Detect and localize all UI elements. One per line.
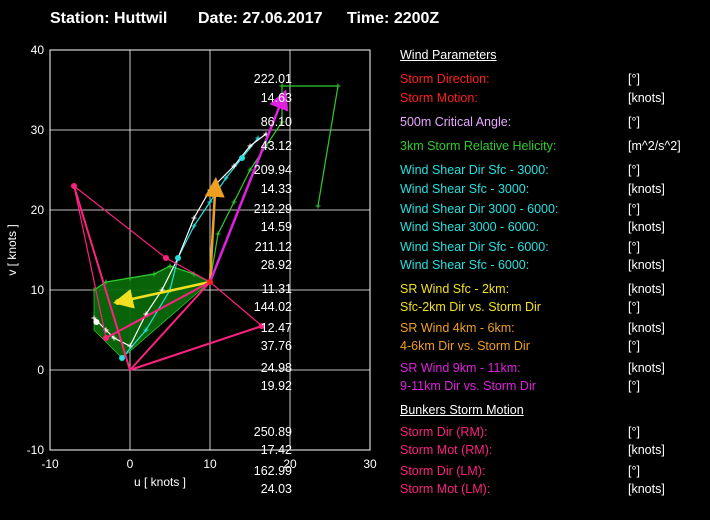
- param-unit: [°]: [628, 339, 640, 353]
- param-unit: [knots]: [628, 220, 665, 234]
- param-value: 37.76: [260, 339, 292, 353]
- param-value: 222.01: [253, 72, 292, 86]
- param-label: 4-6km Dir vs. Storm Dir: [400, 339, 530, 353]
- param-unit: [°]: [628, 240, 640, 254]
- param-value: 17.42: [260, 443, 292, 457]
- marker-yellow-end: [115, 299, 121, 305]
- param-label: SR Wind 4km - 6km:: [400, 321, 515, 335]
- param-unit: [°]: [628, 425, 640, 439]
- param-value: 14.63: [260, 91, 292, 105]
- station-title: Station: Huttwil: [50, 10, 168, 27]
- param-label: Wind Shear Sfc - 3000:: [400, 182, 530, 196]
- param-value: 162.99: [253, 464, 292, 478]
- param-value: 250.89: [253, 425, 292, 439]
- bunkers-spoke: [73, 185, 131, 371]
- param-label: SR Wind Sfc - 2km:: [400, 282, 510, 296]
- param-unit: [knots]: [628, 182, 665, 196]
- x-tick-label: 30: [363, 457, 377, 471]
- param-unit: [knots]: [628, 321, 665, 335]
- y-tick-label: 30: [31, 123, 45, 137]
- param-label: Wind Shear Sfc - 6000:: [400, 258, 530, 272]
- param-label: 500m Critical Angle:: [400, 115, 512, 129]
- x-tick-label: 10: [203, 457, 217, 471]
- param-unit: [knots]: [628, 482, 665, 496]
- y-tick-label: 10: [31, 283, 45, 297]
- marker-orange-end: [212, 183, 219, 189]
- marker-cyan-mid: [175, 255, 181, 261]
- y-tick-label: 0: [37, 363, 44, 377]
- bunkers-spoke: [129, 325, 263, 371]
- param-label: Wind Shear Dir Sfc - 3000:: [400, 163, 549, 177]
- param-unit: [°]: [628, 72, 640, 86]
- param-value: 86.10: [260, 115, 292, 129]
- param-label: Storm Dir (RM):: [400, 425, 488, 439]
- marker-red-end: [207, 279, 213, 285]
- series-yellow-vector: [113, 280, 211, 309]
- param-value: 43.12: [260, 139, 292, 153]
- bunkers-spoke: [105, 281, 211, 339]
- param-unit: [°]: [628, 115, 640, 129]
- param-label: 9-11km Dir vs. Storm Dir: [400, 379, 536, 393]
- marker-cyan-start: [119, 355, 125, 361]
- param-label: Storm Mot (LM):: [400, 482, 491, 496]
- param-unit: [knots]: [628, 443, 665, 457]
- param-label: Storm Mot (RM):: [400, 443, 493, 457]
- param-unit: [°]: [628, 300, 640, 314]
- marker-mean: [163, 255, 169, 261]
- x-tick-label: 20: [283, 457, 297, 471]
- param-unit: [°]: [628, 163, 640, 177]
- x-tick-label: 0: [127, 457, 134, 471]
- param-unit: [°]: [628, 202, 640, 216]
- bunkers-spoke: [129, 281, 211, 371]
- series-magenta-vector: [208, 89, 289, 283]
- param-label: SR Wind 9km - 11km:: [400, 361, 521, 375]
- param-label: Wind Shear Dir Sfc - 6000:: [400, 240, 549, 254]
- bunkers-title: Bunkers Storm Motion: [400, 403, 524, 417]
- param-unit: [knots]: [628, 258, 665, 272]
- param-value: 24.03: [260, 482, 292, 496]
- param-label: Storm Dir (LM):: [400, 464, 486, 478]
- param-label: Sfc-2km Dir vs. Storm Dir: [400, 300, 541, 314]
- param-value: 211.12: [254, 240, 292, 254]
- series-orange-vector: [204, 177, 225, 283]
- param-label: Wind Shear 3000 - 6000:: [400, 220, 539, 234]
- time-title: Time: 2200Z: [347, 10, 440, 27]
- param-label: Storm Direction:: [400, 72, 490, 86]
- param-value: 14.33: [260, 182, 292, 196]
- param-unit: [°]: [628, 379, 640, 393]
- y-axis-label: v [ knots ]: [5, 224, 19, 275]
- y-tick-label: -10: [27, 443, 45, 457]
- param-value: 11.31: [261, 282, 292, 296]
- wind-parameters-title: Wind Parameters: [400, 48, 497, 62]
- header: Station: Huttwil Date: 27.06.2017 Time: …: [0, 10, 710, 36]
- param-label: Storm Motion:: [400, 91, 478, 105]
- param-value: 19.92: [260, 379, 292, 393]
- param-value: 12.47: [260, 321, 292, 335]
- param-value: 144.02: [253, 300, 292, 314]
- param-unit: [knots]: [628, 282, 665, 296]
- series-white-hodograph: [93, 133, 267, 347]
- param-label: 3km Storm Relative Helicity:: [400, 139, 557, 153]
- param-unit: [knots]: [628, 361, 665, 375]
- marker-sfc: [103, 335, 109, 341]
- param-label: Wind Shear Dir 3000 - 6000:: [400, 202, 559, 216]
- param-value: 209.94: [253, 163, 292, 177]
- x-axis-label: u [ knots ]: [134, 475, 186, 489]
- marker-LM: [71, 183, 77, 189]
- y-tick-label: 40: [31, 43, 45, 57]
- hodograph-chart: -10 0 10 20 30 -10 0 10 20 30 40 u [ knots ] v [ kno…: [5, 43, 377, 489]
- param-value: 14.59: [260, 220, 292, 234]
- param-unit: [knots]: [628, 91, 665, 105]
- y-tick-label: 20: [31, 203, 45, 217]
- param-value: 212.29: [253, 202, 292, 216]
- date-title: Date: 27.06.2017: [198, 10, 323, 27]
- marker-white-start: [93, 319, 100, 325]
- param-value: 28.92: [260, 258, 292, 272]
- param-unit: [m^2/s^2]: [628, 139, 681, 153]
- marker-RM: [259, 323, 265, 329]
- x-tick-label: -10: [41, 457, 59, 471]
- marker-cyan-end: [239, 155, 245, 161]
- param-unit: [°]: [628, 464, 640, 478]
- param-value: 24.98: [260, 361, 292, 375]
